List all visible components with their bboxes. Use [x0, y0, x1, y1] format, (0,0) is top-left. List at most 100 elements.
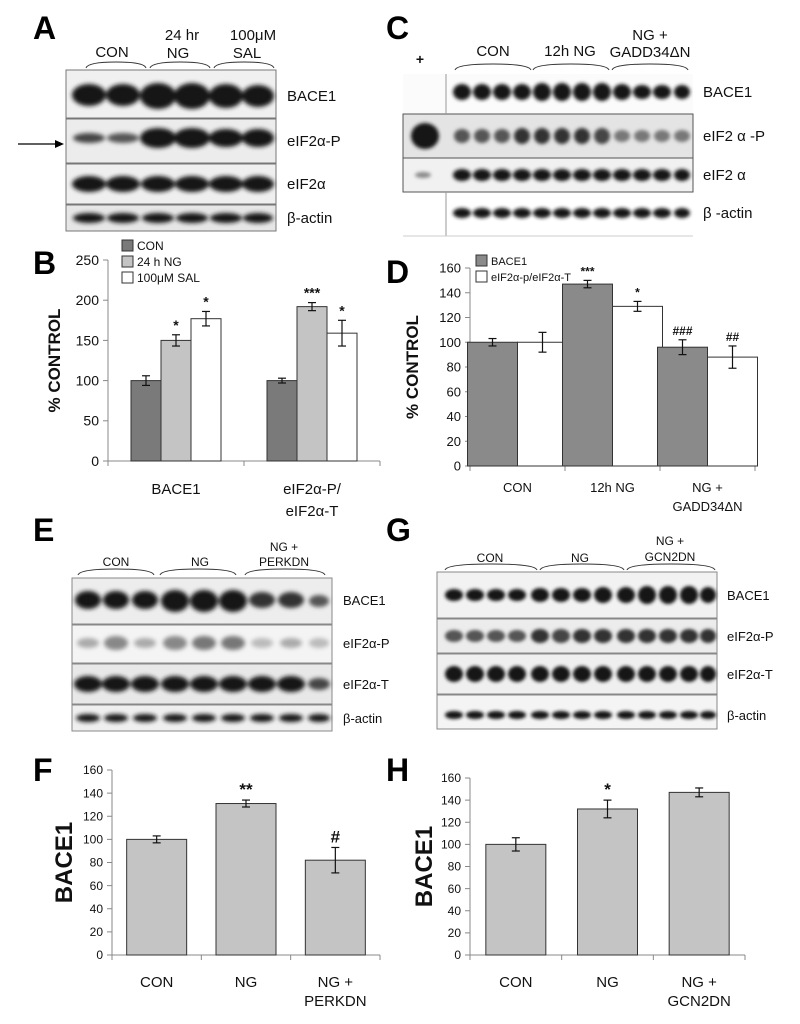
- significance-marker: **: [239, 780, 253, 799]
- y-tick-label: 250: [76, 252, 100, 268]
- group-label-con: CON: [95, 44, 128, 61]
- band-label-actin: β-actin: [287, 210, 332, 227]
- bracket-ng: [539, 563, 625, 571]
- legend-label: 24 h NG: [137, 255, 182, 269]
- band-label-eif2a-t: eIF2α-T: [343, 677, 389, 692]
- bracket-gcn2dn: [626, 563, 716, 571]
- y-tick-label: 120: [441, 815, 461, 829]
- significance-marker: *: [604, 780, 611, 799]
- bracket-con: [444, 563, 538, 571]
- group-label-ng: NG: [191, 555, 209, 569]
- x-category-label-line2: PERKDN: [304, 993, 367, 1010]
- y-tick-label: 0: [91, 453, 99, 469]
- bracket-12h-ng: [532, 63, 610, 71]
- group-label-gcn2dn: GCN2DN: [645, 550, 696, 564]
- legend-swatch: [121, 271, 134, 284]
- blot-strip-eif2a: [65, 163, 277, 205]
- x-category-label: BACE1: [151, 481, 200, 498]
- band-label-bace1: BACE1: [727, 588, 770, 603]
- blot-strip-eif2a-t: [71, 663, 333, 705]
- y-tick-label: 20: [90, 925, 104, 939]
- blot-strip-bace1: [65, 69, 277, 119]
- y-tick-label: 120: [439, 310, 461, 325]
- band-label-eif2a-p: eIF2α-P: [343, 636, 390, 651]
- bar-b: [326, 332, 358, 462]
- blot-strip-bace1: [436, 571, 718, 619]
- y-tick-label: 80: [90, 856, 104, 870]
- x-category-label: NG +: [318, 974, 354, 991]
- y-axis-label: BACE1: [51, 822, 78, 903]
- y-tick-label: 140: [439, 285, 461, 300]
- bar-d: [657, 346, 708, 467]
- legend-swatch: [475, 254, 488, 267]
- x-category-label: NG: [235, 974, 258, 991]
- significance-marker: ###: [672, 324, 692, 338]
- y-tick-label: 100: [439, 335, 461, 350]
- band-label-actin: β -actin: [703, 205, 752, 222]
- significance-marker: *: [635, 285, 640, 299]
- band-label-eif2a: eIF2 α: [703, 167, 746, 184]
- bracket-con: [77, 568, 155, 576]
- bracket-con: [454, 63, 532, 71]
- panel-letter-c: C: [386, 10, 410, 46]
- bar-d: [612, 305, 663, 467]
- blot-strip-eif2a: [402, 157, 694, 193]
- positive-control-marker: +: [416, 51, 424, 67]
- legend-label: BACE1: [491, 256, 527, 268]
- group-label-perkdn: PERKDN: [259, 555, 309, 569]
- group-label-24hr: 24 hr: [165, 27, 199, 44]
- blot-strip-eif2a-t: [436, 653, 718, 695]
- x-category-label: NG: [596, 974, 619, 991]
- bar-b: [190, 318, 222, 462]
- y-tick-label: 60: [90, 879, 104, 893]
- y-tick-label: 0: [454, 459, 461, 474]
- group-label-ng: NG: [167, 45, 190, 62]
- bracket-ng: [159, 568, 237, 576]
- legend-swatch: [121, 255, 134, 268]
- y-tick-label: 40: [90, 902, 104, 916]
- significance-marker: ##: [726, 330, 740, 344]
- band-label-bace1: BACE1: [703, 84, 752, 101]
- band-label-bace1: BACE1: [343, 593, 386, 608]
- y-tick-label: 20: [447, 434, 461, 449]
- bar-f: [304, 859, 366, 956]
- group-label-ng-plus: NG +: [632, 27, 668, 44]
- y-tick-label: 100: [76, 373, 100, 389]
- x-category-label: CON: [499, 974, 532, 991]
- bar-h: [485, 843, 547, 956]
- y-tick-label: 0: [454, 948, 461, 962]
- group-label-ng-plus: NG +: [270, 540, 298, 554]
- x-category-label-line2: GCN2DN: [667, 993, 730, 1010]
- y-tick-label: 140: [441, 793, 461, 807]
- panel-letter-g: G: [386, 512, 411, 548]
- group-label-ng: NG: [571, 551, 589, 565]
- significance-marker: ***: [304, 285, 321, 301]
- legend-label: eIF2α-p/eIF2α-T: [491, 272, 571, 284]
- bar-d: [562, 283, 613, 467]
- group-label-12h-ng: 12h NG: [544, 43, 596, 60]
- y-tick-label: 40: [447, 409, 461, 424]
- group-label-con: CON: [103, 555, 130, 569]
- group-label-ng-plus: NG +: [656, 534, 684, 548]
- panel-letter-e: E: [33, 512, 55, 548]
- bar-h: [668, 791, 730, 956]
- y-tick-label: 120: [83, 809, 103, 823]
- y-tick-label: 160: [441, 771, 461, 785]
- legend-swatch: [121, 239, 134, 252]
- bar-d: [517, 341, 568, 467]
- x-category-label-line2: eIF2α-T: [286, 503, 339, 520]
- x-category-label: 12h NG: [590, 480, 635, 495]
- y-tick-label: 40: [448, 904, 462, 918]
- legend-swatch: [475, 270, 488, 283]
- blot-strip-actin: [65, 204, 277, 232]
- blot-strip-eif2a-p: [71, 624, 333, 664]
- bar-d: [467, 341, 518, 467]
- y-tick-label: 20: [448, 926, 462, 940]
- blot-strip-bace1: [71, 577, 333, 625]
- x-category-label: CON: [140, 974, 173, 991]
- y-tick-label: 50: [83, 413, 99, 429]
- band-label-eif2a-p: eIF2α-P: [287, 133, 341, 150]
- band-label-eif2a: eIF2α: [287, 176, 326, 193]
- bracket-perkdn: [244, 568, 326, 576]
